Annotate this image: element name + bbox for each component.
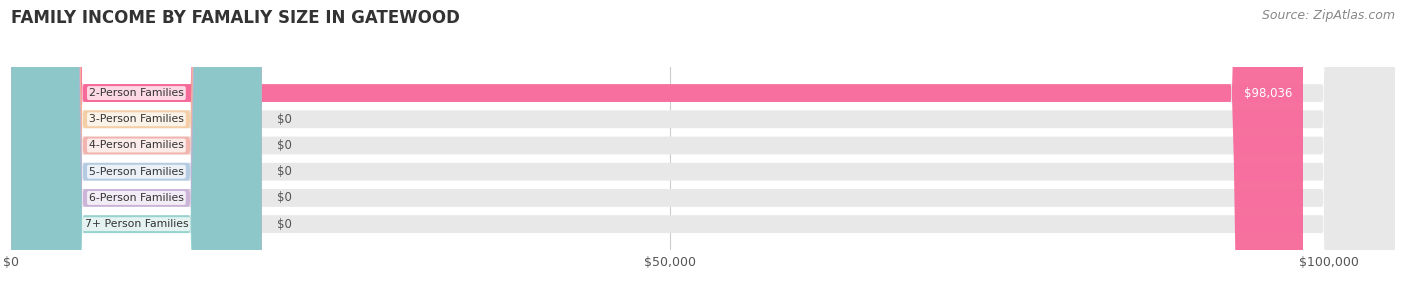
Text: $0: $0 [277,165,292,178]
FancyBboxPatch shape [11,0,1303,305]
FancyBboxPatch shape [11,0,1395,305]
Text: $0: $0 [277,113,292,126]
Text: 2-Person Families: 2-Person Families [89,88,184,98]
Text: 4-Person Families: 4-Person Families [89,141,184,150]
FancyBboxPatch shape [11,0,262,305]
FancyBboxPatch shape [11,0,262,305]
Text: $0: $0 [277,192,292,204]
FancyBboxPatch shape [11,0,262,305]
Text: $0: $0 [277,218,292,231]
Text: 6-Person Families: 6-Person Families [89,193,184,203]
FancyBboxPatch shape [11,0,262,305]
FancyBboxPatch shape [11,0,1395,305]
FancyBboxPatch shape [11,0,1395,305]
FancyBboxPatch shape [11,0,1395,305]
Text: Source: ZipAtlas.com: Source: ZipAtlas.com [1261,9,1395,22]
Text: $98,036: $98,036 [1244,87,1292,99]
FancyBboxPatch shape [11,0,262,305]
FancyBboxPatch shape [11,0,1395,305]
Text: 7+ Person Families: 7+ Person Families [84,219,188,229]
Text: 5-Person Families: 5-Person Families [89,167,184,177]
Text: 3-Person Families: 3-Person Families [89,114,184,124]
FancyBboxPatch shape [11,0,1395,305]
Text: $0: $0 [277,139,292,152]
Text: FAMILY INCOME BY FAMALIY SIZE IN GATEWOOD: FAMILY INCOME BY FAMALIY SIZE IN GATEWOO… [11,9,460,27]
FancyBboxPatch shape [11,0,262,305]
